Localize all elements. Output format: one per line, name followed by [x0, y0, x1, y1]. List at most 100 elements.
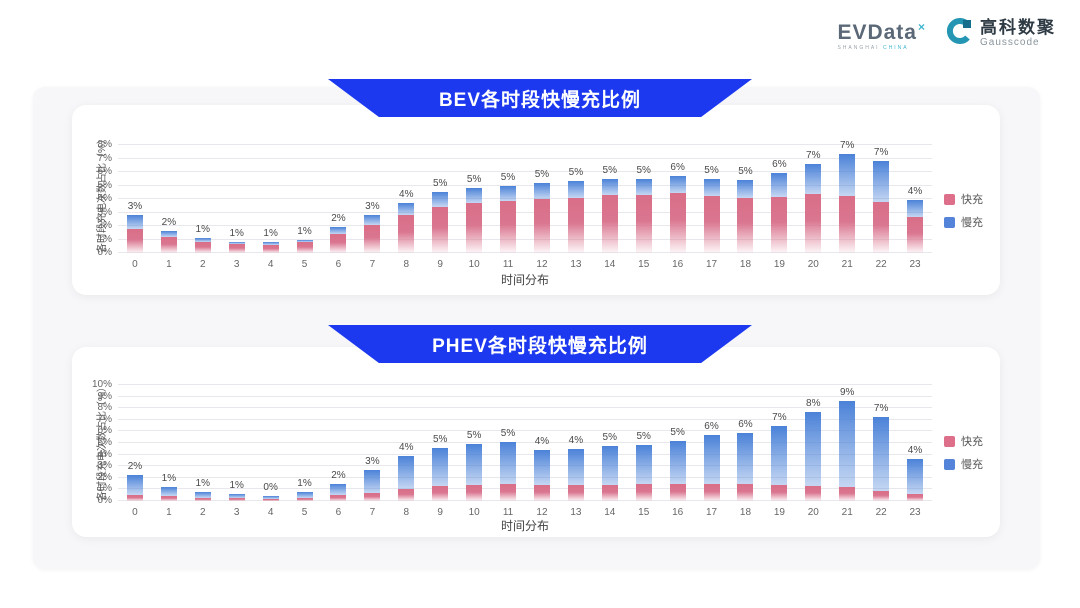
bar-value-label: 3%	[127, 201, 143, 213]
fast-charge-swatch	[944, 435, 955, 447]
fast-charge-segment	[737, 197, 754, 253]
x-tick-label: 21	[841, 507, 853, 518]
fast-charge-segment	[126, 228, 143, 253]
x-tick-label: 23	[909, 507, 921, 518]
gridline	[118, 430, 932, 432]
x-tick-label: 17	[705, 507, 718, 518]
fast-charge-segment	[500, 201, 517, 253]
x-tick-label: 13	[570, 507, 582, 518]
y-tick-label: 9%	[97, 390, 112, 402]
bar-hour-5	[296, 239, 313, 254]
evdata-logo: EVData× SHANGHAI CHINA	[837, 17, 926, 51]
bar-value-label: 5%	[738, 166, 753, 178]
slow-charge-swatch	[944, 458, 955, 470]
gausscode-text: 高科数聚 Gausscode	[980, 19, 1056, 49]
evdata-subtext-china: CHINA	[882, 44, 909, 51]
slow-charge-segment	[907, 459, 924, 495]
fast-charge-segment	[194, 497, 211, 501]
bar-hour-21	[839, 401, 856, 501]
bar-hour-6	[330, 227, 347, 253]
bar-hour-11	[500, 441, 517, 501]
bar-hour-13	[567, 181, 584, 253]
x-tick-label: 3	[233, 507, 240, 518]
bar-value-label: 6%	[772, 159, 787, 171]
bar-value-label: 2%	[331, 469, 346, 481]
slow-charge-segment	[160, 487, 177, 497]
x-tick-label: 4	[267, 507, 274, 518]
slow-charge-segment	[873, 417, 890, 491]
bar-value-label: 5%	[432, 178, 448, 190]
fast-charge-segment	[567, 484, 584, 501]
bev-title-banner: BEV各时段快慢充比例	[328, 79, 752, 117]
gridline	[118, 476, 932, 478]
slow-charge-segment	[330, 227, 347, 235]
x-tick-label: 14	[604, 259, 616, 270]
bar-hour-4	[262, 242, 279, 253]
bar-value-label: 1%	[195, 477, 211, 489]
x-tick-label: 9	[437, 507, 443, 518]
x-tick-label: 13	[570, 259, 582, 270]
slow-charge-segment	[635, 178, 652, 195]
bar-hour-18	[737, 432, 754, 501]
fast-charge-segment	[703, 196, 720, 253]
x-tick-label: 6	[335, 259, 342, 270]
slow-charge-segment	[567, 448, 584, 485]
x-tick-label: 18	[739, 507, 752, 518]
bar-value-label: 1%	[195, 224, 211, 236]
x-tick-label: 5	[301, 507, 308, 518]
fast-charge-segment	[669, 483, 686, 501]
x-tick-label: 3	[233, 259, 240, 270]
bar-value-label: 2%	[161, 216, 177, 228]
bar-hour-2	[194, 491, 211, 501]
bar-hour-15	[635, 445, 652, 501]
bar-hour-1	[160, 487, 177, 501]
slow-charge-segment	[601, 178, 618, 195]
slow-charge-segment	[533, 182, 550, 199]
x-tick-label: 10	[468, 259, 480, 270]
bar-hour-18	[737, 180, 754, 253]
fast-charge-segment	[228, 498, 245, 501]
gridline	[118, 407, 932, 409]
bar-value-label: 6%	[704, 420, 719, 432]
phev-legend: 快充 慢充	[944, 433, 983, 472]
phev-chart-card: 各时段充电次数占比（%） 0% 1% 2% 3% 4% 5% 6% 7% 8% 9% 10% 2% 0 1…	[72, 347, 1000, 537]
fast-charge-segment	[296, 497, 313, 501]
bar-value-label: 7%	[839, 140, 855, 152]
fast-charge-segment	[669, 192, 686, 253]
bar-value-label: 1%	[161, 473, 177, 485]
bar-hour-20	[805, 163, 822, 253]
bev-x-axis-title: 时间分布	[500, 273, 549, 287]
slow-charge-segment	[601, 446, 618, 485]
bar-hour-16	[669, 440, 686, 501]
fast-charge-segment	[398, 489, 415, 501]
x-tick-label: 15	[638, 259, 650, 270]
x-tick-label: 16	[672, 259, 684, 270]
slow-charge-segment	[771, 173, 788, 197]
x-tick-label: 17	[705, 259, 718, 270]
slow-charge-segment	[160, 230, 177, 238]
bar-value-label: 2%	[127, 461, 143, 473]
slow-charge-segment	[805, 411, 822, 486]
fast-charge-segment	[601, 484, 618, 501]
slow-charge-segment	[907, 200, 924, 217]
slow-charge-segment	[398, 455, 415, 490]
slow-charge-segment	[296, 492, 313, 498]
brand-header: EVData× SHANGHAI CHINA 高科数聚 Gausscode	[837, 16, 1056, 51]
x-tick-label: 15	[638, 507, 650, 518]
bev-chart-title: BEV各时段快慢充比例	[438, 89, 642, 111]
fast-charge-segment	[194, 242, 211, 253]
gridline	[118, 395, 932, 397]
bar-hour-10	[466, 444, 483, 501]
phev-x-axis-title: 时间分布	[500, 519, 549, 533]
bar-hour-4	[262, 495, 279, 501]
x-tick-label: 16	[672, 507, 684, 518]
bar-hour-21	[839, 154, 856, 253]
slow-charge-segment	[567, 181, 584, 198]
x-tick-label: 10	[468, 507, 480, 518]
bar-hour-13	[567, 448, 584, 501]
slow-charge-segment	[126, 215, 143, 229]
x-tick-label: 9	[437, 259, 443, 270]
x-tick-label: 8	[403, 259, 410, 270]
x-tick-label: 1	[166, 507, 172, 518]
